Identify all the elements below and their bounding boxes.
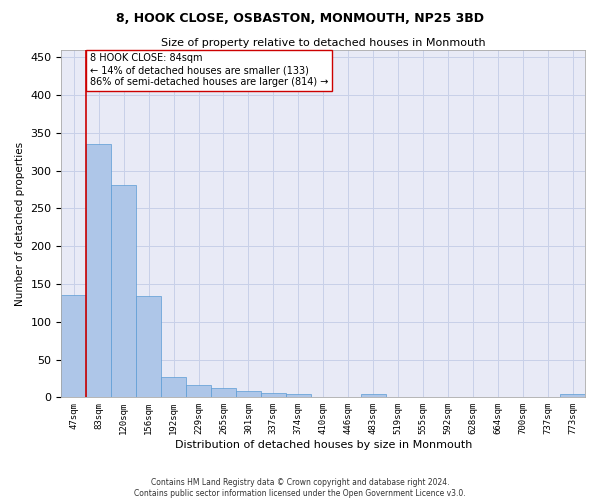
Bar	[560, 394, 585, 398]
X-axis label: Distribution of detached houses by size in Monmouth: Distribution of detached houses by size …	[175, 440, 472, 450]
Bar	[186, 385, 211, 398]
Text: Contains HM Land Registry data © Crown copyright and database right 2024.
Contai: Contains HM Land Registry data © Crown c…	[134, 478, 466, 498]
Text: 8, HOOK CLOSE, OSBASTON, MONMOUTH, NP25 3BD: 8, HOOK CLOSE, OSBASTON, MONMOUTH, NP25 …	[116, 12, 484, 26]
Bar	[236, 392, 261, 398]
Bar	[286, 394, 311, 398]
Bar	[111, 185, 136, 398]
Bar	[361, 394, 386, 398]
Title: Size of property relative to detached houses in Monmouth: Size of property relative to detached ho…	[161, 38, 485, 48]
Bar	[136, 296, 161, 398]
Bar	[161, 377, 186, 398]
Text: 8 HOOK CLOSE: 84sqm
← 14% of detached houses are smaller (133)
86% of semi-detac: 8 HOOK CLOSE: 84sqm ← 14% of detached ho…	[90, 54, 328, 86]
Bar	[86, 144, 111, 398]
Bar	[211, 388, 236, 398]
Y-axis label: Number of detached properties: Number of detached properties	[15, 142, 25, 306]
Bar	[61, 296, 86, 398]
Bar	[261, 393, 286, 398]
